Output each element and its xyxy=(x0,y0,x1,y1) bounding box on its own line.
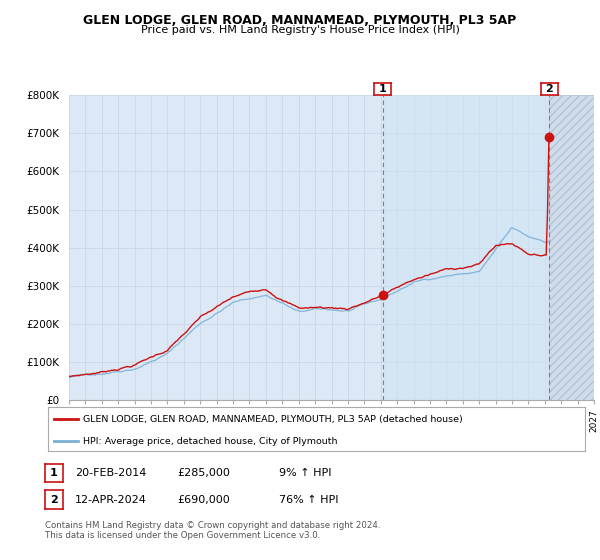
Text: £285,000: £285,000 xyxy=(177,468,230,478)
Text: 1: 1 xyxy=(379,84,387,94)
Text: Price paid vs. HM Land Registry's House Price Index (HPI): Price paid vs. HM Land Registry's House … xyxy=(140,25,460,35)
Text: 20-FEB-2014: 20-FEB-2014 xyxy=(75,468,146,478)
Text: £690,000: £690,000 xyxy=(177,494,230,505)
Text: 9% ↑ HPI: 9% ↑ HPI xyxy=(279,468,331,478)
Text: GLEN LODGE, GLEN ROAD, MANNAMEAD, PLYMOUTH, PL3 5AP: GLEN LODGE, GLEN ROAD, MANNAMEAD, PLYMOU… xyxy=(83,14,517,27)
Text: Contains HM Land Registry data © Crown copyright and database right 2024.
This d: Contains HM Land Registry data © Crown c… xyxy=(45,521,380,540)
Text: 1: 1 xyxy=(50,468,58,478)
Text: HPI: Average price, detached house, City of Plymouth: HPI: Average price, detached house, City… xyxy=(83,437,337,446)
Text: GLEN LODGE, GLEN ROAD, MANNAMEAD, PLYMOUTH, PL3 5AP (detached house): GLEN LODGE, GLEN ROAD, MANNAMEAD, PLYMOU… xyxy=(83,415,463,424)
Text: 2: 2 xyxy=(50,494,58,505)
Text: 76% ↑ HPI: 76% ↑ HPI xyxy=(279,494,338,505)
Bar xyxy=(383,95,550,400)
Text: 12-APR-2024: 12-APR-2024 xyxy=(75,494,147,505)
Bar xyxy=(550,95,594,400)
Text: 2: 2 xyxy=(545,84,553,94)
